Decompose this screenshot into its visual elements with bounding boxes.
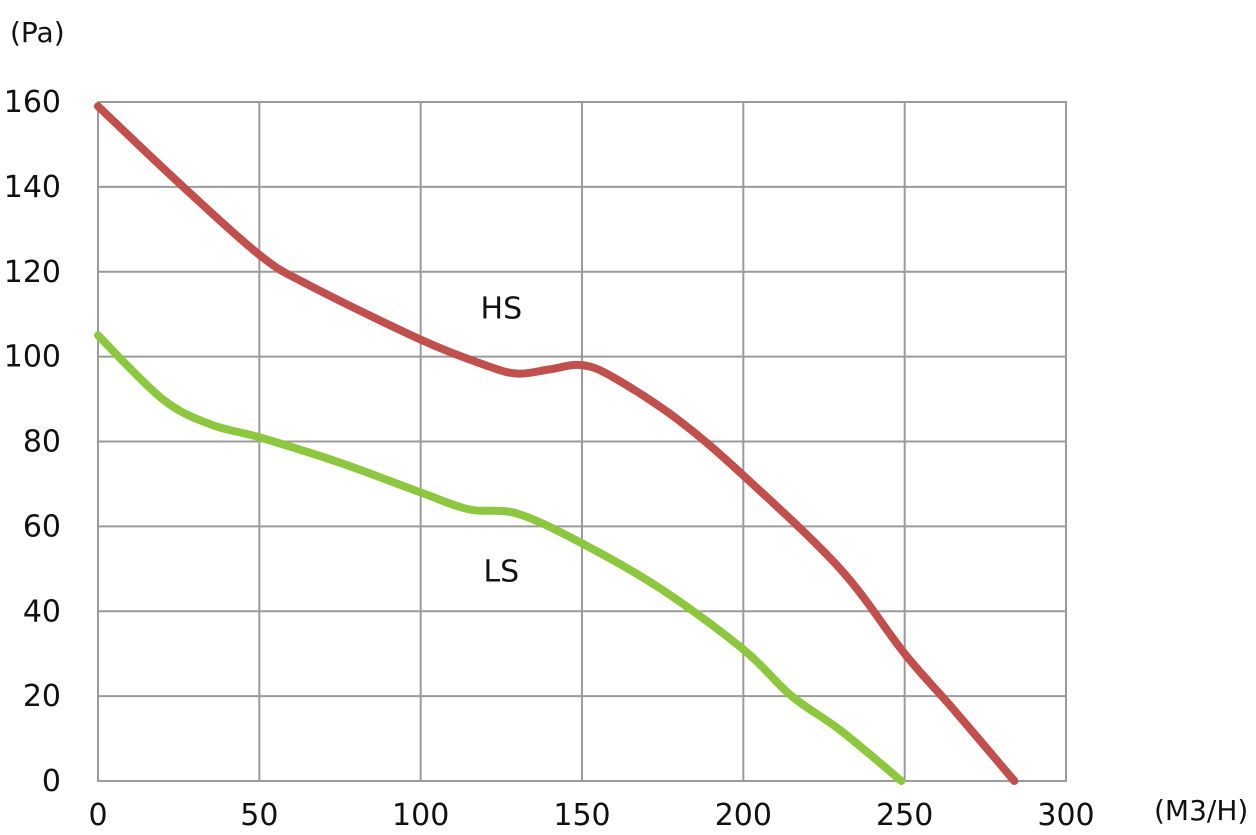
hs-curve xyxy=(94,102,1019,785)
x-tick-label: 50 xyxy=(240,798,278,830)
y-axis-label: (Pa) xyxy=(10,16,65,49)
y-tick-label: 120 xyxy=(4,255,61,290)
x-tick-label: 250 xyxy=(876,798,933,830)
series-annotation-label: LS xyxy=(483,555,519,590)
tick-labels: 0 50 100 150 200 250 300 0 20 40 60 80 100 120 140 160 xyxy=(4,85,1095,833)
y-tick-label: 20 xyxy=(23,679,61,714)
y-tick-label: 140 xyxy=(4,170,61,205)
y-tick-label: 0 xyxy=(42,764,61,799)
x-tick-label: 150 xyxy=(553,798,610,830)
y-tick-label: 60 xyxy=(23,509,61,544)
series-lines xyxy=(94,102,1019,785)
x-axis-label: (M3/H) xyxy=(1154,794,1248,827)
plot-frame xyxy=(97,101,1067,782)
x-tick-label: 200 xyxy=(715,798,772,830)
y-tick-label: 40 xyxy=(23,594,61,629)
y-tick-label: 160 xyxy=(4,85,61,120)
annotations: HS LS xyxy=(481,291,523,589)
x-tick-label: 0 xyxy=(88,798,107,830)
x-tick-label: 300 xyxy=(1037,798,1094,830)
y-tick-label: 80 xyxy=(23,425,61,460)
series-annotation-label: HS xyxy=(481,291,523,326)
ls-curve xyxy=(94,331,906,785)
y-tick-label: 100 xyxy=(4,340,61,375)
x-tick-label: 100 xyxy=(392,798,449,830)
grid xyxy=(97,101,1067,782)
